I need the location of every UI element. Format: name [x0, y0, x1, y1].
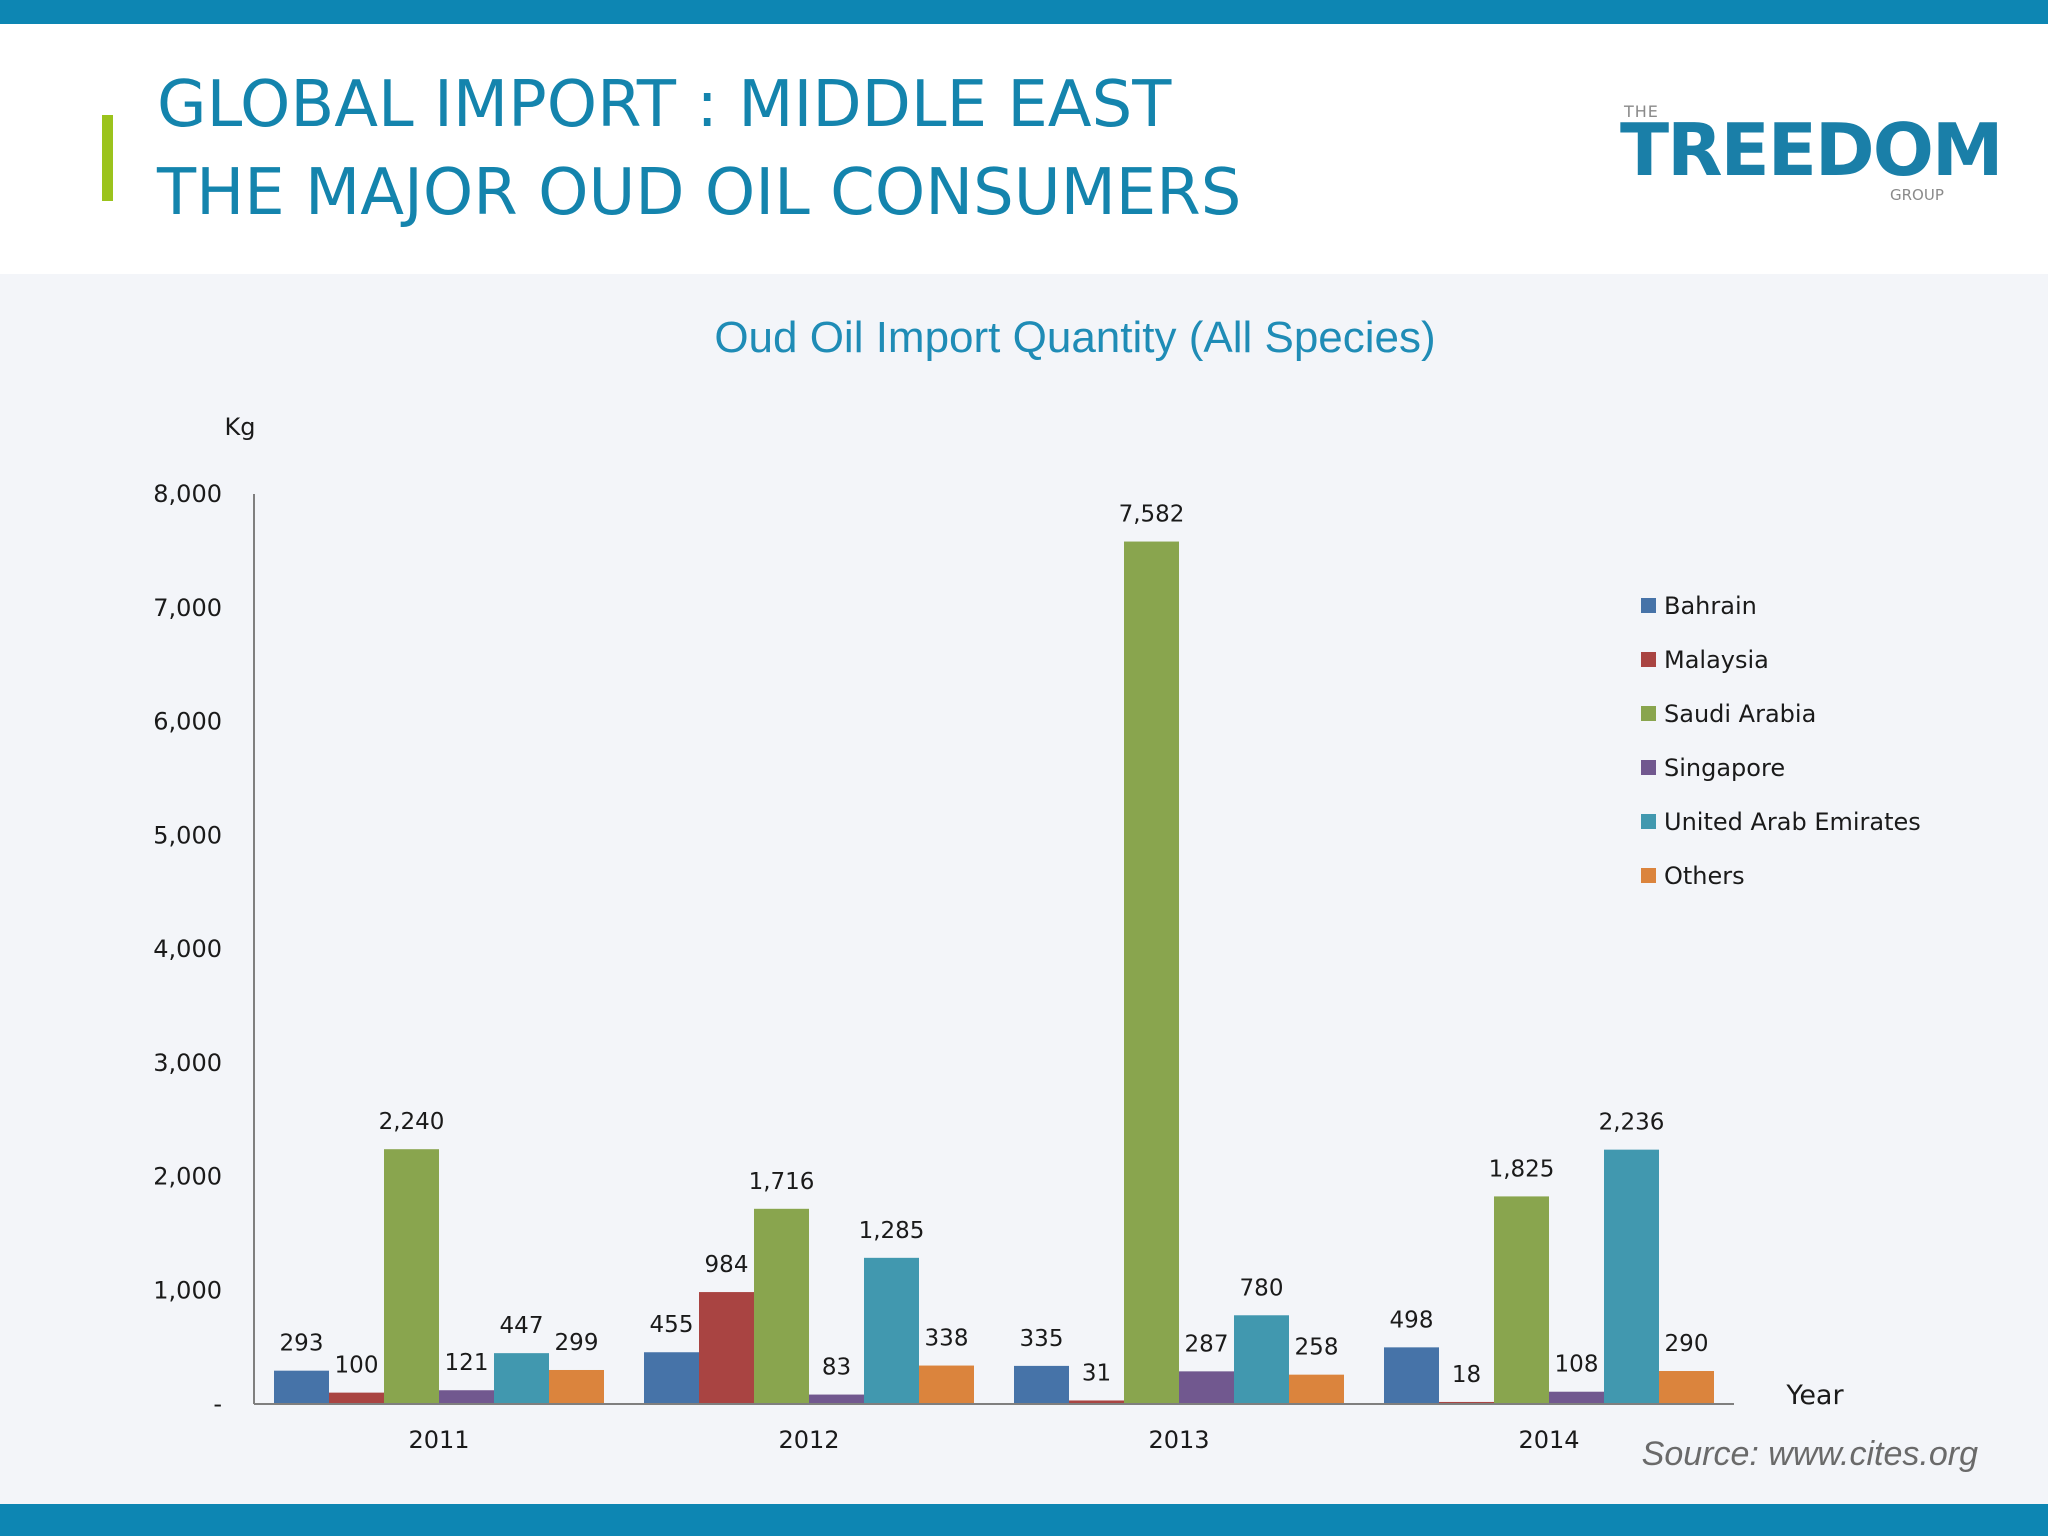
legend-label: Others	[1664, 862, 1745, 890]
page-title-line-1: GLOBAL IMPORT : MIDDLE EAST	[157, 68, 1172, 142]
legend-swatch	[1641, 706, 1656, 721]
legend-label: Malaysia	[1664, 646, 1769, 674]
bar	[864, 1257, 919, 1404]
bar	[1014, 1365, 1069, 1404]
data-label: 290	[1665, 1331, 1709, 1357]
bar	[1494, 1196, 1549, 1404]
legend-label: United Arab Emirates	[1664, 808, 1921, 836]
y-tick-label: 1,000	[153, 1276, 222, 1304]
x-tick-label: 2013	[1148, 1426, 1209, 1454]
legend-swatch	[1641, 814, 1656, 829]
chart-panel	[0, 274, 2048, 1504]
data-label: 1,285	[859, 1218, 925, 1244]
bar	[809, 1394, 864, 1404]
bar	[1439, 1401, 1494, 1404]
page-title-line-2: THE MAJOR OUD OIL CONSUMERS	[157, 156, 1242, 230]
bar	[1069, 1400, 1124, 1404]
bar	[1549, 1391, 1604, 1404]
data-label: 7,582	[1119, 502, 1185, 528]
bar	[919, 1365, 974, 1404]
legend-label: Bahrain	[1664, 592, 1757, 620]
bar	[329, 1392, 384, 1404]
legend-label: Saudi Arabia	[1664, 700, 1816, 728]
bar	[644, 1352, 699, 1404]
y-tick-label: 4,000	[153, 935, 222, 963]
y-tick-label: 8,000	[153, 480, 222, 508]
logo-group-text: GROUP	[1890, 186, 1944, 204]
legend-swatch	[1641, 652, 1656, 667]
x-tick-label: 2014	[1518, 1426, 1579, 1454]
data-label: 287	[1185, 1331, 1229, 1357]
data-label: 2,236	[1599, 1110, 1665, 1136]
bar-chart: Oud Oil Import Quantity (All Species) Kg…	[153, 313, 1978, 1473]
data-label: 18	[1452, 1362, 1481, 1388]
x-tick-label: 2011	[408, 1426, 469, 1454]
y-tick-label: 3,000	[153, 1049, 222, 1077]
data-label: 2,240	[379, 1109, 445, 1135]
bar	[1384, 1347, 1439, 1404]
data-label: 293	[280, 1331, 324, 1357]
y-tick-label: 6,000	[153, 708, 222, 736]
data-label: 447	[500, 1313, 544, 1339]
data-label: 455	[650, 1312, 694, 1338]
bar	[1179, 1371, 1234, 1404]
legend: Bahrain Malaysia Saudi Arabia Singapore Unit…	[1641, 592, 1921, 890]
x-axis-ticks: 2011 2012 2013 2014	[408, 1426, 1579, 1454]
logo-wordmark: TREEDOM	[1620, 108, 2004, 192]
bar	[439, 1390, 494, 1404]
data-label: 335	[1020, 1326, 1064, 1352]
bar	[1659, 1371, 1714, 1404]
bar	[1234, 1315, 1289, 1404]
y-axis-ticks: - 1,000 2,000 3,000 4,000 5,000 6,000 7,000 8,00…	[153, 480, 222, 1418]
legend-swatch	[1641, 760, 1656, 775]
data-labels: 293 100 2,240 121 447 299 455 984 1,716 83 1,285 33…	[280, 502, 1709, 1388]
y-tick-label: 7,000	[153, 594, 222, 622]
chart-title: Oud Oil Import Quantity (All Species)	[714, 313, 1435, 362]
data-label: 121	[445, 1350, 489, 1376]
bar	[1604, 1149, 1659, 1404]
data-label: 338	[925, 1326, 969, 1352]
x-tick-label: 2012	[778, 1426, 839, 1454]
legend-swatch	[1641, 598, 1656, 613]
bar	[274, 1370, 329, 1404]
title-accent-bar	[102, 115, 113, 201]
bar	[754, 1208, 809, 1404]
bar-series	[274, 541, 1714, 1404]
data-label: 100	[335, 1353, 379, 1379]
x-axis-label: Year	[1785, 1380, 1844, 1411]
legend-swatch	[1641, 868, 1656, 883]
data-label: 258	[1295, 1335, 1339, 1361]
bar	[384, 1149, 439, 1404]
legend-label: Singapore	[1664, 754, 1785, 782]
data-label: 108	[1555, 1352, 1599, 1378]
y-axis-label: Kg	[225, 413, 256, 441]
data-label: 984	[705, 1252, 749, 1278]
data-label: 498	[1390, 1307, 1434, 1333]
treedom-logo: THE TREEDOM GROUP	[1620, 96, 2004, 206]
logo-the-text: THE	[1624, 102, 1659, 121]
data-label: 780	[1240, 1275, 1284, 1301]
bar	[1124, 541, 1179, 1404]
bottom-accent-bar	[0, 1504, 2048, 1536]
data-label: 1,825	[1489, 1156, 1555, 1182]
data-label: 31	[1082, 1360, 1111, 1386]
y-tick-label: 2,000	[153, 1163, 222, 1191]
bar	[494, 1353, 549, 1404]
y-tick-label: -	[213, 1390, 222, 1418]
data-label: 83	[822, 1355, 851, 1381]
bar	[549, 1369, 604, 1404]
bar	[699, 1292, 754, 1404]
data-label: 299	[555, 1330, 599, 1356]
top-accent-bar	[0, 0, 2048, 24]
bar	[1289, 1374, 1344, 1404]
y-tick-label: 5,000	[153, 821, 222, 849]
slide-header	[0, 24, 2048, 274]
source-note: Source: www.cites.org	[1642, 1435, 1978, 1473]
data-label: 1,716	[749, 1169, 815, 1195]
